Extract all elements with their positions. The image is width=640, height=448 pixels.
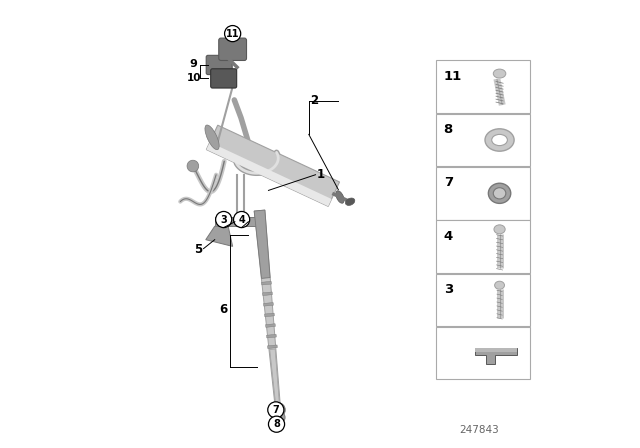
Ellipse shape <box>488 183 511 203</box>
Ellipse shape <box>493 188 506 199</box>
Ellipse shape <box>495 281 504 289</box>
Polygon shape <box>206 142 332 207</box>
Text: 8: 8 <box>273 419 280 429</box>
Text: 247843: 247843 <box>459 425 499 435</box>
Polygon shape <box>264 302 273 306</box>
Circle shape <box>271 403 285 417</box>
Text: 10: 10 <box>186 73 201 83</box>
Polygon shape <box>254 210 270 278</box>
Text: 11: 11 <box>226 29 239 39</box>
Text: 5: 5 <box>194 243 202 257</box>
Bar <box>436 274 530 326</box>
Ellipse shape <box>336 191 344 203</box>
Polygon shape <box>475 348 516 365</box>
Polygon shape <box>254 210 280 404</box>
Text: 8: 8 <box>444 123 453 136</box>
Polygon shape <box>214 217 264 226</box>
Ellipse shape <box>485 129 514 151</box>
Text: 7: 7 <box>273 405 279 415</box>
Polygon shape <box>266 324 275 327</box>
Text: 4: 4 <box>238 215 245 224</box>
Text: 6: 6 <box>220 302 228 316</box>
FancyBboxPatch shape <box>211 69 237 88</box>
Text: 3: 3 <box>220 215 227 224</box>
Polygon shape <box>206 125 340 207</box>
Ellipse shape <box>494 225 505 234</box>
Text: 1: 1 <box>317 168 325 181</box>
Bar <box>436 167 530 220</box>
Ellipse shape <box>205 125 219 150</box>
Text: 9: 9 <box>189 59 198 69</box>
Polygon shape <box>262 292 273 296</box>
FancyBboxPatch shape <box>206 55 232 74</box>
Circle shape <box>268 402 284 418</box>
Circle shape <box>234 211 250 228</box>
Circle shape <box>275 406 282 414</box>
Polygon shape <box>262 281 271 285</box>
Circle shape <box>236 215 245 224</box>
Circle shape <box>187 160 198 172</box>
Text: 2: 2 <box>310 94 319 108</box>
Ellipse shape <box>346 198 355 206</box>
Polygon shape <box>264 313 275 317</box>
Circle shape <box>225 26 241 42</box>
Polygon shape <box>268 345 277 349</box>
Bar <box>436 220 530 273</box>
Bar <box>436 60 530 113</box>
Circle shape <box>216 211 232 228</box>
Circle shape <box>268 416 285 432</box>
Text: 3: 3 <box>444 283 453 296</box>
Polygon shape <box>269 349 279 403</box>
Polygon shape <box>475 348 516 352</box>
Ellipse shape <box>492 134 508 146</box>
Circle shape <box>276 415 282 420</box>
Ellipse shape <box>493 69 506 78</box>
Polygon shape <box>206 226 233 246</box>
Bar <box>436 327 530 379</box>
Circle shape <box>273 411 285 424</box>
Bar <box>436 114 530 166</box>
FancyBboxPatch shape <box>219 38 246 60</box>
Polygon shape <box>266 334 276 338</box>
Text: 11: 11 <box>444 70 462 83</box>
Text: 4: 4 <box>444 230 453 243</box>
Text: 7: 7 <box>444 177 452 190</box>
